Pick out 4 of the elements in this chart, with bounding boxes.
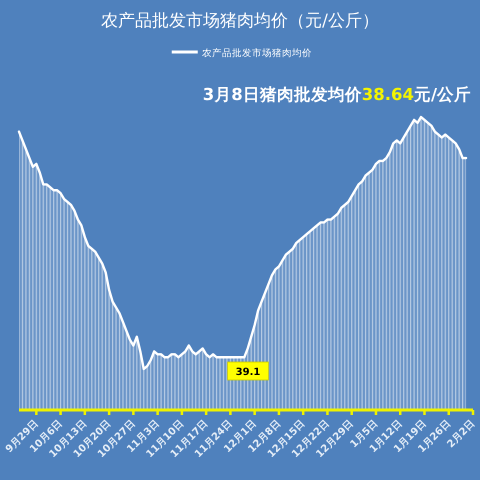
text: 3月8日猪肉批发均价38.64元/公斤	[202, 85, 471, 104]
chart-title: 农产品批发市场猪肉均价（元/公斤）	[101, 11, 379, 31]
legend-label: 农产品批发市场猪肉均价	[202, 47, 312, 59]
annotation: 39.1	[236, 367, 260, 378]
